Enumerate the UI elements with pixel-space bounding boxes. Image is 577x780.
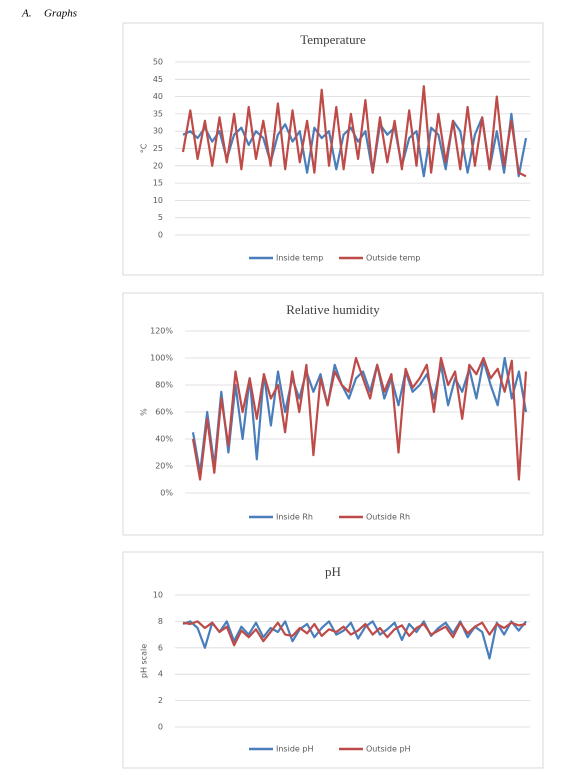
- y-axis-label: %: [140, 408, 149, 416]
- y-tick-label: 40: [153, 92, 163, 101]
- y-tick-label: 45: [153, 75, 163, 84]
- y-tick-label: 35: [153, 109, 163, 118]
- chart-title: pH: [325, 564, 341, 579]
- legend-label: Inside pH: [276, 745, 313, 754]
- heading-text: Graphs: [44, 8, 77, 20]
- y-tick-label: 100%: [150, 354, 173, 363]
- y-tick-label: 30: [153, 127, 163, 136]
- chart-title: Relative humidity: [286, 302, 380, 317]
- y-axis-label: pH scale: [140, 644, 149, 678]
- chart-frame: [122, 292, 544, 536]
- legend-label: Outside temp: [366, 254, 420, 263]
- legend-label: Inside temp: [276, 254, 323, 263]
- y-tick-label: 8: [158, 617, 163, 626]
- y-axis-label: °C: [140, 143, 149, 153]
- y-tick-label: 5: [158, 213, 163, 222]
- series-line: [181, 85, 527, 178]
- legend-label: Outside pH: [366, 745, 411, 754]
- y-tick-label: 0%: [160, 489, 173, 498]
- y-tick-label: 0: [158, 723, 163, 732]
- series-line: [191, 356, 528, 481]
- y-tick-label: 0: [158, 231, 163, 240]
- y-tick-label: 80%: [155, 381, 173, 390]
- y-tick-label: 2: [158, 696, 163, 705]
- y-tick-label: 120%: [150, 327, 173, 336]
- y-tick-label: 15: [153, 179, 163, 188]
- chart-title: Temperature: [300, 32, 366, 47]
- y-tick-label: 20: [153, 161, 163, 170]
- y-tick-label: 10: [153, 591, 163, 600]
- y-tick-label: 60%: [155, 408, 173, 417]
- y-tick-label: 40%: [155, 435, 173, 444]
- y-tick-label: 4: [158, 670, 163, 679]
- heading-number: A.: [21, 8, 31, 20]
- y-tick-label: 10: [153, 196, 163, 205]
- y-tick-label: 6: [158, 643, 163, 652]
- y-tick-label: 50: [153, 58, 163, 67]
- y-tick-label: 20%: [155, 462, 173, 471]
- series-line: [182, 620, 527, 660]
- legend-label: Inside Rh: [276, 513, 313, 522]
- chart-frame: [122, 551, 544, 769]
- legend-label: Outside Rh: [366, 513, 410, 522]
- series-line: [182, 620, 527, 647]
- y-tick-label: 25: [153, 144, 163, 153]
